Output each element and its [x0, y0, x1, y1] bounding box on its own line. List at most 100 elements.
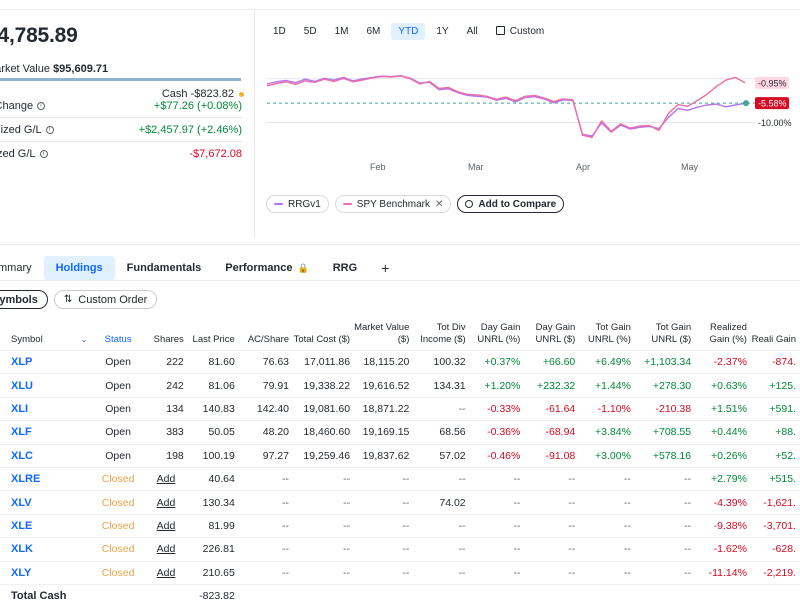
table-cell: +232.32 [524, 373, 580, 398]
table-cell: 81.99 [187, 514, 239, 539]
table-cell: -- [293, 490, 355, 515]
table-row[interactable]: XLU Open 242 81.06 79.91 19,338.22 19,616.52 13… [0, 373, 800, 398]
range-tab-6m[interactable]: 6M [366, 25, 381, 37]
range-tab-1m[interactable]: 1M [334, 25, 349, 37]
table-cell: -68.94 [524, 420, 580, 445]
symbol-link[interactable]: XLY [0, 561, 92, 585]
column-header[interactable]: Status [91, 320, 149, 351]
symbol-link[interactable]: XLRE [0, 467, 92, 492]
table-cell: 18,115.20 [354, 350, 414, 375]
info-icon[interactable]: i [39, 150, 48, 158]
table-row[interactable]: XLE Closed Add 81.99 -- -- -- -- -- -- -- -- -9.38% -… [0, 514, 800, 539]
symbol-link[interactable]: XLK [0, 537, 92, 562]
status-cell: Closed [91, 514, 149, 539]
column-header[interactable]: Tot Gain UNRL ($) [634, 320, 696, 351]
table-cell: -- [634, 537, 696, 562]
symbol-link[interactable]: XLE [0, 514, 92, 539]
column-header[interactable]: Market Value ($) [354, 320, 414, 351]
add-shares-link[interactable]: Add [148, 561, 188, 585]
table-row[interactable]: XLI Open 134 140.83 142.40 19,081.60 18,871.22… [0, 397, 800, 422]
table-cell: +591. [750, 397, 800, 422]
column-header[interactable]: Symbol ⌄ [0, 320, 92, 351]
unrealized-gl-value: +$2,457.97 (+2.46%) [138, 123, 242, 136]
column-header[interactable]: Day Gain UNRL ($) [524, 320, 580, 351]
column-header[interactable]: Reali Gain [750, 320, 800, 351]
symbol-link[interactable]: XLC [0, 444, 92, 468]
table-cell: -- [579, 537, 635, 562]
column-header[interactable]: Tot Gain UNRL (%) [579, 320, 635, 351]
table-cell: 198 [148, 444, 188, 468]
range-tab-custom[interactable]: Custom [489, 22, 551, 40]
add-to-compare-button[interactable]: Add to Compare [457, 195, 565, 213]
symbols-button[interactable]: Symbols [0, 290, 48, 309]
table-row[interactable]: XLY Closed Add 210.65 -- -- -- -- -- -- -- -- -11.14… [0, 561, 800, 585]
close-icon[interactable]: ✕ [434, 198, 444, 210]
table-cell: -- [634, 561, 696, 585]
table-cell: -- [354, 467, 414, 492]
range-tab-1y[interactable]: 1Y [436, 25, 449, 37]
add-shares-link[interactable]: Add [148, 467, 188, 492]
table-cell: -- [354, 514, 414, 539]
holdings-toolbar: Symbols ⇅ Custom Order [0, 290, 163, 309]
column-header[interactable]: Day Gain UNRL (%) [469, 320, 525, 351]
range-tab-5d[interactable]: 5D [303, 25, 317, 37]
compare-icon [465, 200, 474, 208]
table-row[interactable]: XLK Closed Add 226.81 -- -- -- -- -- -- -- -- -1.62%… [0, 537, 800, 562]
table-row[interactable]: XLP Open 222 81.60 76.63 17,011.86 18,115.20 10… [0, 350, 800, 375]
column-header[interactable]: Tot Div Income ($) [413, 320, 470, 351]
table-cell: +708.55 [634, 420, 696, 445]
symbol-link[interactable]: XLU [0, 373, 92, 398]
tab-performance[interactable]: Performance 🔒 [213, 256, 320, 280]
symbol-link[interactable]: XLP [0, 350, 92, 375]
table-cell: -- [354, 537, 414, 562]
table-cell: -- [238, 561, 294, 585]
table-cell: +2.79% [695, 467, 751, 492]
total-cash-label: Total Cash [11, 590, 67, 600]
chevron-down-icon[interactable]: ⌄ [80, 335, 88, 344]
table-cell: 68.56 [413, 420, 470, 445]
column-header[interactable]: Total Cost ($) [293, 320, 355, 351]
table-cell: 40.64 [187, 467, 239, 492]
column-header[interactable]: Realized Gain (%) [695, 320, 751, 351]
legend-rrg[interactable]: RRGv1 [266, 195, 329, 213]
tab-rrg[interactable]: RRG [332, 262, 358, 274]
add-shares-link[interactable]: Add [148, 537, 188, 562]
vertical-divider [254, 10, 255, 238]
range-tab-1d[interactable]: 1D [273, 25, 286, 37]
table-cell: +0.44% [695, 420, 751, 445]
table-row[interactable]: XLF Open 383 50.05 48.20 18,460.60 19,169.15 68… [0, 420, 800, 445]
symbol-link[interactable]: XLF [0, 420, 92, 445]
range-tab-ytd[interactable]: YTD [391, 22, 426, 40]
tab-fundamentals[interactable]: Fundamentals [126, 262, 202, 274]
tab-holdings[interactable]: Holdings [43, 256, 115, 280]
add-shares-link[interactable]: Add [148, 514, 188, 539]
table-cell: 18,871.22 [354, 397, 414, 422]
column-header[interactable]: AC/Share [238, 320, 294, 351]
cash-value: -$823.82 [190, 88, 234, 100]
table-cell: 100.19 [187, 444, 239, 468]
add-tab-button[interactable]: + [381, 260, 390, 276]
table-cell: -- [413, 514, 470, 539]
column-header[interactable]: Shares [148, 320, 188, 351]
column-header[interactable]: Last Price [187, 320, 239, 351]
performance-chart[interactable]: -0.95% -5.58% -10.00% Feb Mar Apr May [255, 60, 800, 180]
table-cell: -- [413, 537, 470, 562]
add-shares-link[interactable]: Add [148, 490, 188, 515]
table-row[interactable]: XLRE Closed Add 40.64 -- -- -- -- -- -- -- -- +2.79%… [0, 467, 800, 492]
table-cell: +1,103.34 [634, 350, 696, 375]
table-row[interactable]: XLV Closed Add 130.34 -- -- -- 74.02 -- -- -- -- -4.… [0, 490, 800, 515]
table-row[interactable]: XLC Open 198 100.19 97.27 19,259.46 19,837.62 5… [0, 444, 800, 468]
table-cell: +278.30 [634, 373, 696, 398]
symbol-link[interactable]: XLI [0, 397, 92, 422]
symbol-link[interactable]: XLV [0, 490, 92, 515]
info-icon[interactable]: i [37, 101, 46, 110]
tab-summary[interactable]: mmary [0, 262, 32, 274]
market-value-line: Market Value $95,609.71 [0, 63, 108, 75]
symbols-label: Symbols [0, 293, 38, 306]
range-tab-all[interactable]: All [466, 25, 478, 37]
table-cell: -1.62% [695, 537, 751, 562]
legend-spy[interactable]: SPY Benchmark ✕ [334, 195, 452, 213]
custom-order-button[interactable]: ⇅ Custom Order [53, 290, 158, 309]
table-cell: +1.20% [469, 373, 525, 398]
info-icon[interactable]: i [45, 125, 54, 134]
